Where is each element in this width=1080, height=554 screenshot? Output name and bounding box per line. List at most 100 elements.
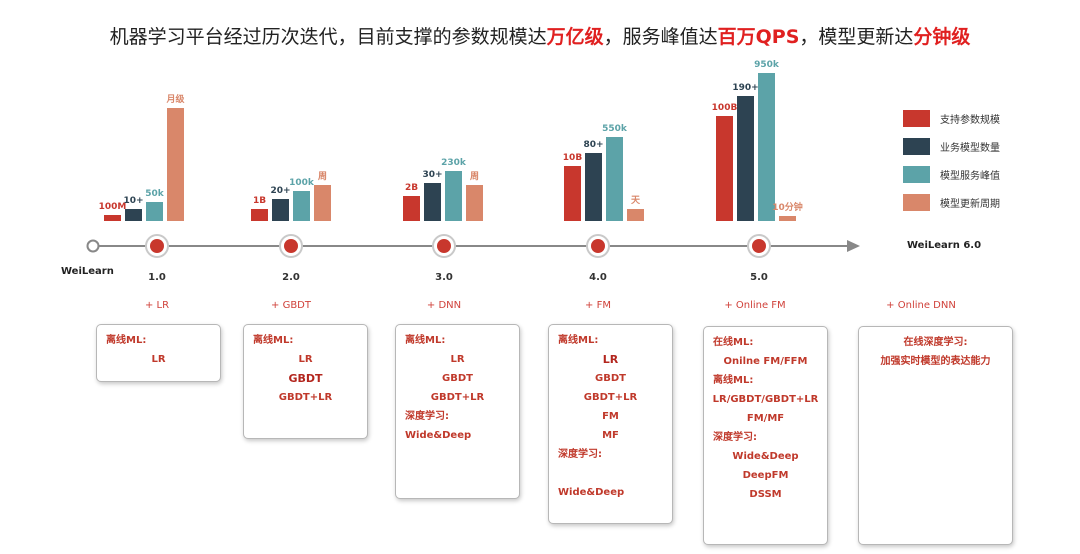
- algorithm-box: 在线ML: Onilne FM/FFM 离线ML: LR/GBDT/GBDT+LR FM…: [703, 326, 828, 545]
- milestone-dot: [437, 239, 451, 253]
- bar-value-label: 天: [631, 195, 641, 206]
- box-item: 在线深度学习:: [903, 337, 968, 348]
- box-section-heading: 离线ML:: [253, 335, 294, 346]
- algorithm-label: + DNN: [426, 300, 462, 311]
- bar: [293, 191, 310, 221]
- bar-value-label: 10B: [563, 153, 583, 163]
- box-section-heading: 离线ML:: [106, 335, 147, 346]
- box-item: GBDT: [288, 372, 323, 385]
- bar: [627, 209, 644, 221]
- bar-value-label: 10分钟: [772, 201, 803, 213]
- bar: [251, 209, 268, 221]
- legend-label: 业务模型数量: [940, 142, 1000, 154]
- box-item: GBDT+LR: [278, 392, 333, 403]
- legend-swatch-models: [903, 137, 930, 155]
- box-item: DeepFM: [742, 470, 789, 481]
- bar-value-label: 周: [470, 171, 479, 182]
- bars-layer: 100M10+50k月级1B20+100k周2B30+230k周10B80+55…: [99, 60, 803, 221]
- chart-legend: 支持参数规模 业务模型数量 模型服务峰值 模型更新周期: [903, 104, 1000, 216]
- algorithm-label: + FM: [585, 300, 611, 311]
- box-item: FM/MF: [746, 413, 785, 424]
- bar-value-label: 周: [318, 171, 327, 182]
- algorithm-label: + LR: [144, 300, 170, 311]
- milestone-dot: [150, 239, 164, 253]
- algorithm-label: + Online FM: [724, 300, 786, 311]
- bar: [125, 209, 142, 221]
- algorithm-box: 在线深度学习: 加强实时模型的表达能力: [858, 326, 1013, 545]
- box-item: [549, 464, 672, 483]
- box-item: GBDT: [442, 373, 473, 384]
- page-title: 机器学习平台经过历次迭代，目前支撑的参数规模达万亿级，服务峰值达百万QPS，模型…: [0, 22, 1080, 49]
- headline-text: 机器学习平台经过历次迭代，目前支撑的参数规模达: [109, 26, 547, 48]
- box-item: LR: [602, 353, 619, 366]
- bar-value-label: 230k: [441, 158, 467, 168]
- bar-value-label: 月级: [165, 93, 185, 105]
- bar: [272, 199, 289, 221]
- legend-swatch-qps: [903, 165, 930, 183]
- box-section-heading: 在线ML:: [713, 337, 754, 348]
- algorithm-label: + Online DNN: [886, 300, 956, 311]
- timeline-start-dot: [86, 239, 100, 253]
- timeline-layer: [86, 234, 860, 258]
- bar-value-label: 50k: [145, 189, 165, 199]
- bar-value-label: 100B: [712, 103, 738, 113]
- bar-value-label: 30+: [422, 170, 442, 180]
- algorithm-label: + GBDT: [271, 300, 311, 311]
- bar-value-label: 550k: [602, 124, 628, 134]
- version-label: 4.0: [589, 272, 607, 283]
- legend-item: 模型更新周期: [903, 188, 1000, 216]
- timeline-start-label: WeiLearn: [61, 266, 114, 277]
- legend-item: 模型服务峰值: [903, 160, 1000, 188]
- bar: [104, 215, 121, 221]
- box-section-heading: 离线ML:: [713, 375, 754, 386]
- headline-text: ，模型更新达: [799, 26, 914, 48]
- algorithm-box: 离线ML: LR GBDT GBDT+LR 深度学习: Wide&Deep: [395, 324, 520, 499]
- bar: [445, 171, 462, 221]
- box-item: FM: [602, 411, 619, 422]
- headline-text: ，服务峰值达: [603, 26, 718, 48]
- box-item: Onilne FM/FFM: [723, 356, 808, 367]
- box-item: LR: [450, 354, 465, 365]
- bar-value-label: 10+: [123, 196, 143, 206]
- bar: [585, 153, 602, 221]
- timeline-arrow-icon: [847, 240, 860, 252]
- box-item: GBDT+LR: [583, 392, 638, 403]
- bar: [167, 108, 184, 221]
- legend-item: 支持参数规模: [903, 104, 1000, 132]
- legend-label: 模型更新周期: [940, 198, 1000, 210]
- box-section-heading: Wide&Deep: [558, 487, 625, 498]
- box-section-heading: 离线ML:: [405, 335, 446, 346]
- milestone-dot: [752, 239, 766, 253]
- box-item: MF: [602, 430, 619, 441]
- box-item: LR/GBDT/GBDT+LR: [712, 394, 819, 405]
- box-section-heading: 离线ML:: [558, 335, 599, 346]
- box-section-heading: 深度学习:: [713, 432, 757, 443]
- box-item: GBDT+LR: [430, 392, 485, 403]
- bar: [737, 96, 754, 221]
- algorithm-box: 离线ML: LR: [96, 324, 221, 382]
- headline-highlight: 百万QPS: [717, 26, 800, 48]
- box-item: LR: [298, 354, 313, 365]
- box-item: DSSM: [749, 489, 782, 500]
- headline-highlight: 分钟级: [913, 26, 971, 48]
- legend-swatch-update: [903, 193, 930, 211]
- version-label: 5.0: [750, 272, 768, 283]
- bar-value-label: 20+: [270, 186, 290, 196]
- box-section-heading: 深度学习:: [558, 449, 602, 460]
- box-item: 加强实时模型的表达能力: [880, 356, 991, 367]
- version-label: 3.0: [435, 272, 453, 283]
- bar-value-label: 80+: [583, 140, 603, 150]
- bar: [716, 116, 733, 221]
- headline-highlight: 万亿级: [546, 26, 604, 48]
- bar: [466, 185, 483, 221]
- bar-value-label: 950k: [754, 60, 780, 70]
- bar: [606, 137, 623, 221]
- bar: [146, 202, 163, 221]
- legend-item: 业务模型数量: [903, 132, 1000, 160]
- bar-value-label: 1B: [253, 196, 266, 206]
- legend-label: 模型服务峰值: [940, 170, 1000, 182]
- box-item: GBDT: [595, 373, 626, 384]
- bar-value-label: 2B: [405, 183, 418, 193]
- bar: [403, 196, 420, 221]
